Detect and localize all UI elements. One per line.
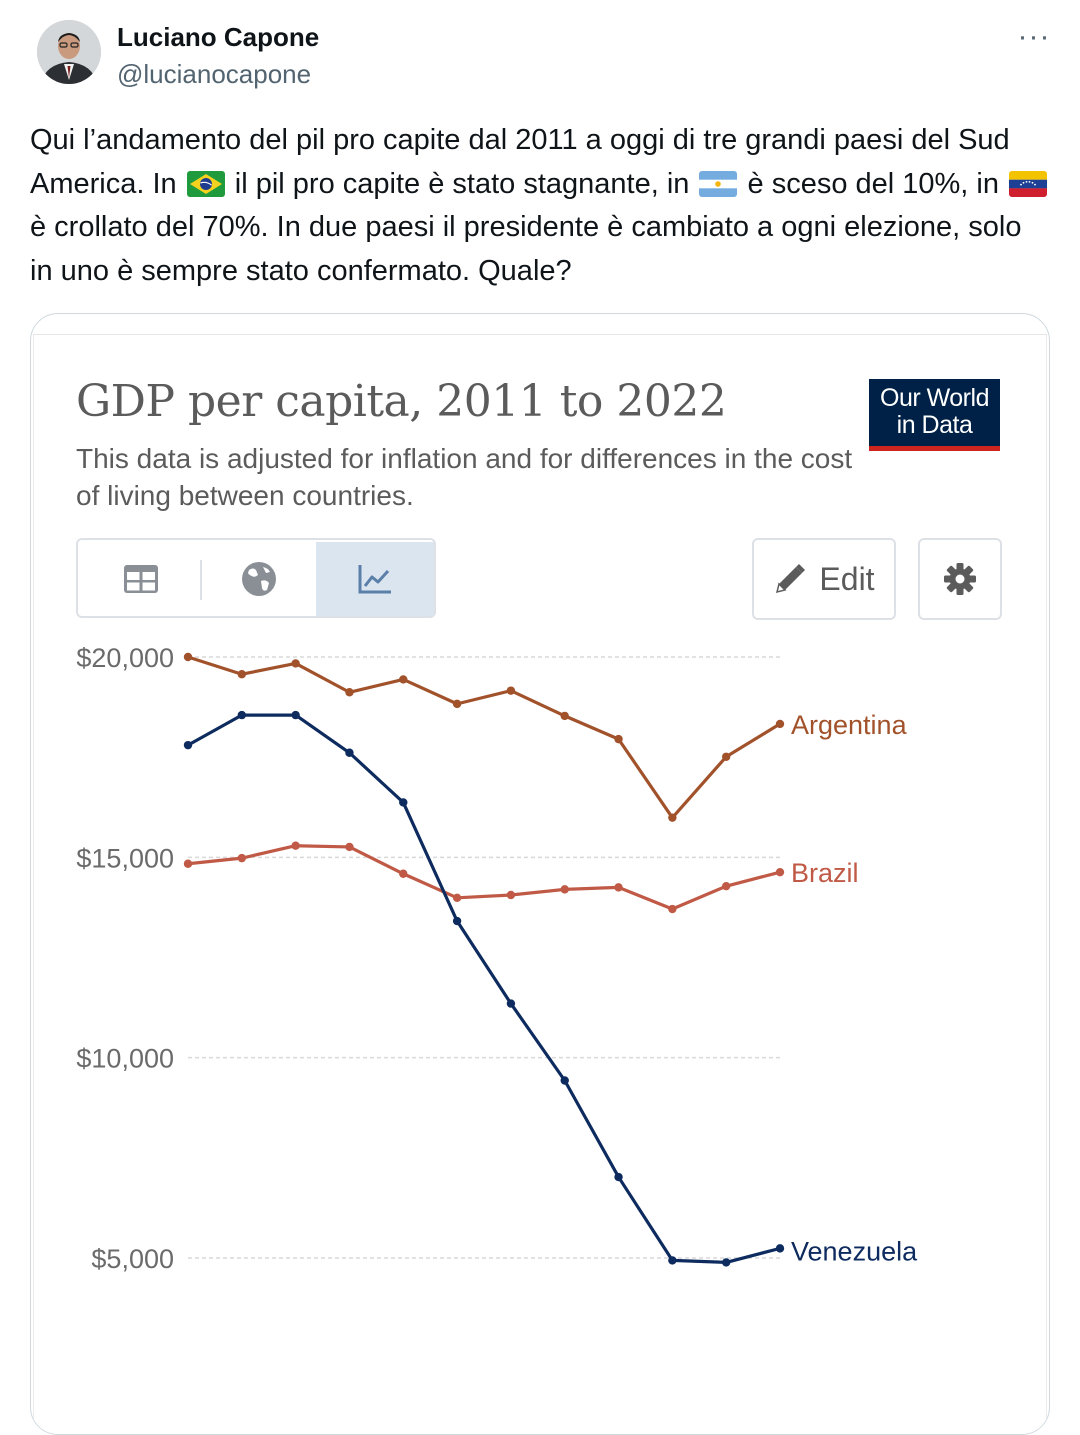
gear-icon — [944, 563, 976, 595]
more-icon: ··· — [1017, 20, 1051, 53]
table-view-button[interactable] — [82, 542, 200, 616]
avatar[interactable] — [37, 20, 101, 84]
owid-logo: Our World in Data — [869, 379, 1000, 451]
edit-label: Edit — [819, 560, 875, 597]
more-options-button[interactable]: ··· — [1014, 22, 1054, 56]
owid-logo-line2: in Data — [896, 411, 973, 439]
toggle-divider — [200, 560, 202, 600]
owid-logo-line1: Our World — [880, 384, 989, 412]
map-view-button[interactable] — [200, 542, 318, 616]
tweet-text-part2: il pil pro capite è stato stagnante, in — [226, 167, 698, 200]
table-icon — [124, 565, 158, 593]
display-name[interactable]: Luciano Capone — [117, 22, 320, 52]
view-toggle — [76, 538, 436, 618]
user-handle[interactable]: @lucianocapone — [117, 59, 312, 89]
chart-subtitle: This data is adjusted for inflation and … — [76, 443, 853, 511]
tweet-text-part4: è crollato del 70%. In due paesi il pres… — [30, 211, 1022, 287]
tweet-text-part3: è sceso del 10%, in — [739, 167, 1008, 200]
tweet-text: Qui l’andamento del pil pro capite dal 2… — [30, 119, 1050, 293]
venezuela-flag-icon — [1009, 170, 1048, 197]
brazil-flag-icon — [186, 170, 225, 197]
line-chart-icon — [358, 565, 391, 594]
chart-title: GDP per capita, 2011 to 2022 — [76, 376, 727, 427]
profile-photo-icon — [37, 20, 101, 84]
chart-view-button[interactable] — [316, 542, 434, 616]
edit-button[interactable]: Edit — [752, 538, 896, 620]
settings-button[interactable] — [918, 538, 1002, 620]
argentina-flag-icon — [699, 170, 738, 197]
pencil-icon — [776, 564, 806, 594]
globe-icon — [242, 562, 276, 596]
tweet-text-part1: Qui l’andamento del pil pro capite dal 2… — [30, 124, 1010, 200]
